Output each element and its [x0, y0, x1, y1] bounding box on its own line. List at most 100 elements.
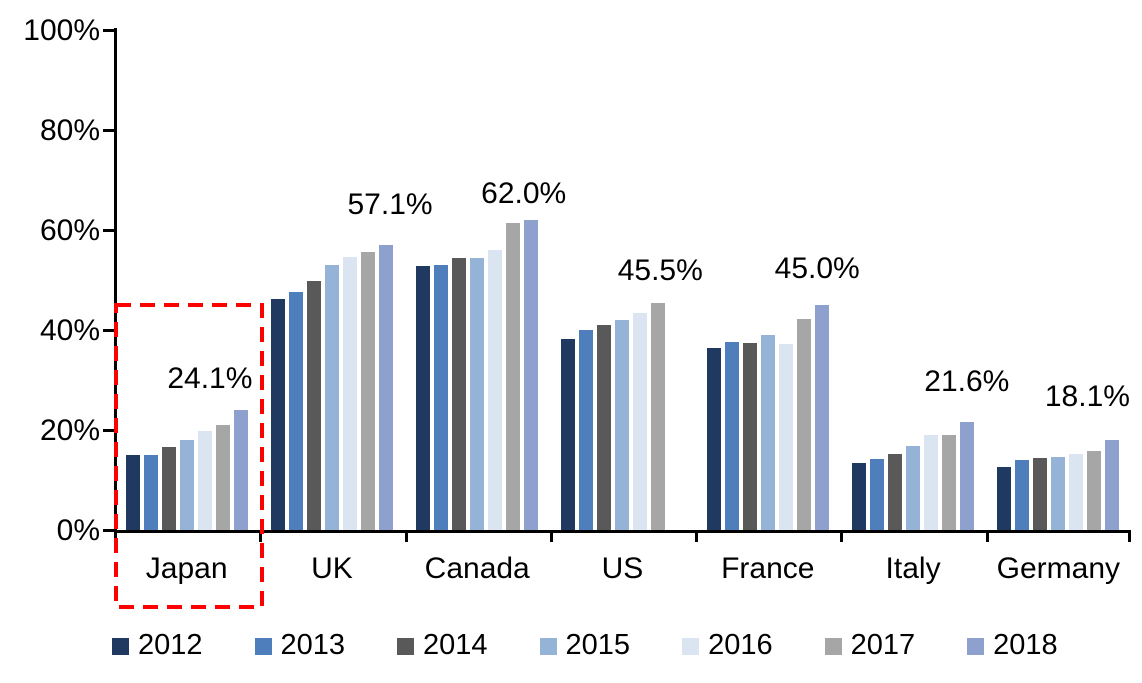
bar-uk-2014: [306, 281, 321, 530]
legend-entry-2016: 2016: [682, 631, 773, 660]
bar-france-2013: [724, 341, 739, 530]
category-label-japan: Japan: [145, 552, 228, 585]
category-label-canada: Canada: [424, 552, 530, 585]
x-tick-mark: [985, 530, 989, 542]
value-label-uk: 57.1%: [347, 187, 433, 221]
legend-entry-2012: 2012: [112, 631, 203, 660]
value-label-canada: 62.0%: [481, 177, 567, 210]
bar-canada-2013: [434, 264, 449, 530]
legend-entry-2017: 2017: [824, 629, 916, 661]
bar-uk-2015: [324, 265, 339, 530]
bar-germany-2016: [1069, 454, 1084, 530]
legend-label-2018: 2018: [993, 629, 1058, 661]
bar-france-2016: [778, 343, 793, 530]
y-tick-label: 20%: [39, 414, 100, 447]
bar-canada-2017: [506, 222, 521, 530]
bar-group-japan: [114, 409, 259, 530]
category-label-uk: UK: [311, 552, 353, 585]
x-axis-line: [114, 530, 1131, 533]
value-label-germany: 18.1%: [1044, 379, 1130, 413]
bar-france-2012: [706, 347, 721, 530]
y-tick-mark: [103, 329, 115, 332]
category-label-france: France: [721, 552, 815, 585]
bar-us-2014: [597, 325, 612, 530]
legend-label-2014: 2014: [423, 629, 488, 661]
bar-canada-2018: [524, 220, 539, 530]
y-tick-label: 60%: [39, 214, 100, 247]
bar-italy-2012: [852, 463, 867, 530]
legend: 2012 2013 2014 2015 2016 2017 2018: [112, 631, 1058, 660]
y-tick-mark: [103, 129, 115, 132]
legend-label-2012: 2012: [138, 629, 203, 661]
bar-japan-2017: [215, 425, 230, 530]
bar-germany-2015: [1051, 457, 1066, 530]
bar-germany-2014: [1033, 458, 1048, 530]
legend-swatch-2014: [397, 638, 415, 655]
bar-france-2014: [742, 342, 757, 530]
legend-swatch-2015: [539, 638, 557, 655]
legend-entry-2015: 2015: [539, 629, 631, 661]
legend-label-2015: 2015: [565, 629, 631, 661]
bar-france-2015: [760, 334, 775, 530]
value-label-japan: 24.1%: [167, 361, 253, 395]
bar-italy-2018: [960, 422, 975, 530]
legend-label-2016: 2016: [708, 629, 773, 661]
x-tick-mark: [114, 530, 117, 542]
y-tick-mark: [103, 229, 115, 232]
value-label-france: 45.0%: [774, 252, 860, 285]
bar-japan-2018: [233, 409, 248, 530]
bar-italy-2013: [870, 459, 885, 530]
bar-japan-2013: [143, 454, 158, 530]
bar-france-2017: [796, 318, 811, 530]
bar-canada-2012: [416, 266, 431, 530]
legend-swatch-2017: [824, 638, 842, 655]
x-tick-mark: [840, 530, 844, 542]
bar-japan-2012: [125, 455, 140, 530]
x-tick-mark: [549, 530, 553, 542]
bar-france-2018: [814, 305, 829, 530]
value-label-italy: 21.6%: [924, 365, 1010, 398]
legend-label-2017: 2017: [850, 629, 916, 661]
bar-germany-2018: [1105, 439, 1120, 530]
bar-canada-2014: [452, 257, 467, 530]
bar-germany-2017: [1087, 451, 1102, 530]
x-tick-mark: [1128, 530, 1131, 542]
bar-group-us: [550, 302, 695, 530]
bar-group-germany: [986, 439, 1131, 530]
bar-germany-2012: [997, 467, 1012, 530]
legend-label-2013: 2013: [280, 629, 346, 661]
bar-uk-2017: [360, 251, 375, 530]
legend-swatch-2012: [112, 638, 129, 655]
legend-entry-2018: 2018: [967, 631, 1058, 660]
value-label-us: 45.5%: [617, 253, 703, 287]
x-tick-mark: [695, 530, 699, 542]
bar-group-canada: [405, 220, 550, 530]
x-tick-mark: [404, 530, 408, 542]
y-tick-mark: [103, 429, 115, 432]
category-label-germany: Germany: [996, 552, 1121, 585]
category-label-us: US: [601, 552, 644, 585]
bar-italy-2017: [942, 434, 957, 530]
bar-group-uk: [259, 244, 404, 530]
y-tick-mark: [103, 29, 115, 32]
y-tick-label: 40%: [39, 314, 100, 347]
legend-entry-2013: 2013: [254, 629, 346, 661]
bar-japan-2015: [179, 440, 194, 530]
bar-us-2017: [651, 302, 666, 530]
legend-entry-2014: 2014: [397, 631, 488, 660]
legend-swatch-2018: [967, 638, 985, 655]
bar-group-italy: [840, 422, 985, 530]
bar-uk-2013: [288, 292, 303, 530]
y-tick-label: 100%: [23, 14, 100, 47]
bar-japan-2016: [197, 430, 212, 530]
bar-us-2013: [579, 330, 594, 530]
bar-group-france: [695, 305, 840, 530]
y-tick-label: 0%: [56, 514, 100, 547]
bar-canada-2016: [488, 250, 503, 530]
y-tick-label: 80%: [39, 114, 100, 147]
bar-us-2012: [561, 339, 576, 530]
bar-germany-2013: [1015, 460, 1030, 530]
bar-us-2016: [633, 312, 648, 530]
bar-uk-2012: [270, 299, 285, 530]
bar-japan-2014: [161, 446, 176, 530]
